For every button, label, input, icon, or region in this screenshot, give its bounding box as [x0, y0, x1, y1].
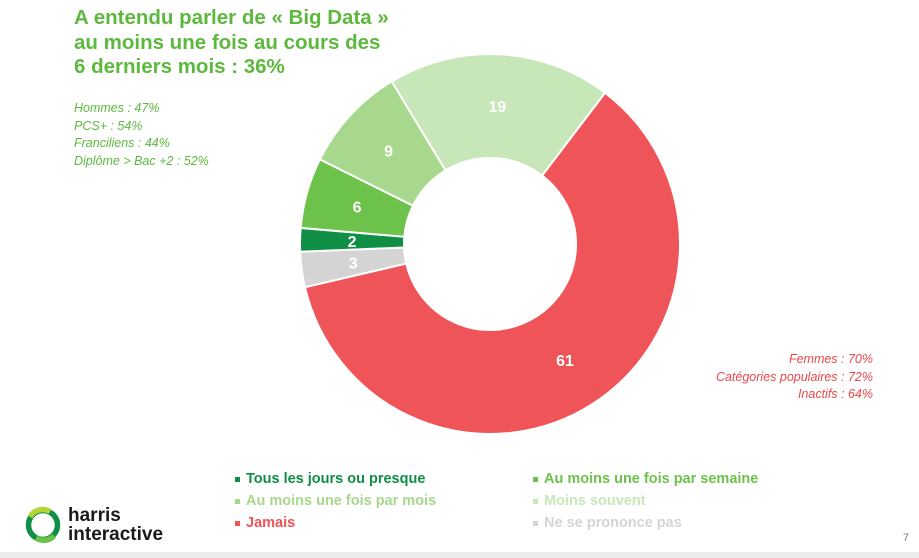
data-label-6: 19 — [488, 99, 506, 116]
legend: Tous les jours ou presque Au moins une fo… — [235, 470, 835, 532]
donut-slice-1 — [303, 91, 681, 435]
legend-item-3: Au moins une fois par mois — [235, 492, 533, 510]
data-label-5: 9 — [384, 143, 393, 160]
logo-line-2: interactive — [68, 524, 164, 545]
donut-slice-6 — [390, 53, 607, 177]
title-line-3: 6 derniers mois : 36% — [74, 55, 285, 78]
donut-chart: 61 3 2 6 9 19 — [299, 53, 681, 435]
legend-bullet — [533, 476, 538, 482]
legend-item-5: Jamais — [235, 514, 533, 532]
notes-left: Hommes : 47% PCS+ : 54% Franciliens : 44… — [74, 100, 209, 170]
note-right-3: Inactifs : 64% — [797, 387, 873, 401]
legend-bullet — [235, 476, 240, 482]
legend-label: Ne se prononce pas — [544, 515, 682, 531]
note-left-2: PCS+ : 54% — [74, 118, 143, 133]
note-left-1: Hommes : 47% — [74, 101, 160, 115]
footer-bar — [0, 552, 919, 558]
legend-bullet — [235, 520, 240, 526]
legend-item-1: Tous les jours ou presque — [235, 470, 533, 488]
legend-label: Jamais — [246, 515, 296, 531]
legend-bullet — [533, 498, 538, 504]
legend-bullet — [235, 498, 240, 504]
title-line-1: A entendu parler de « Big Data » — [74, 6, 389, 29]
legend-label: Moins souvent — [544, 493, 646, 509]
legend-bullet — [533, 520, 538, 526]
note-right-2: Catégories populaires : 72% — [715, 369, 873, 384]
data-label-2: 3 — [349, 256, 358, 273]
data-label-4: 6 — [353, 200, 362, 217]
notes-right: Femmes : 70% Catégories populaires : 72%… — [716, 351, 873, 404]
logo-wordmark: harris interactive — [68, 506, 163, 544]
legend-item-2: Au moins une fois par semaine — [533, 470, 833, 488]
chart-title: A entendu parler de « Big Data » au moin… — [74, 6, 404, 80]
logo-line-1: harris — [68, 505, 121, 526]
note-left-3: Franciliens : 44% — [74, 136, 170, 150]
harris-logo-icon — [25, 506, 61, 543]
legend-item-6: Ne se prononce pas — [533, 514, 833, 532]
data-label-3: 2 — [348, 234, 357, 251]
note-left-4: Diplôme > Bac +2 : 52% — [74, 153, 209, 168]
title-line-2: au moins une fois au cours des — [74, 30, 381, 54]
legend-item-4: Moins souvent — [533, 492, 833, 510]
legend-label: Au moins une fois par mois — [246, 493, 437, 509]
note-right-1: Femmes : 70% — [788, 352, 873, 366]
legend-label: Au moins une fois par semaine — [544, 471, 759, 487]
legend-label: Tous les jours ou presque — [246, 471, 426, 487]
page-number: 7 — [902, 532, 909, 544]
harris-logo: harris interactive — [24, 506, 163, 544]
data-label-1: 61 — [556, 353, 574, 370]
